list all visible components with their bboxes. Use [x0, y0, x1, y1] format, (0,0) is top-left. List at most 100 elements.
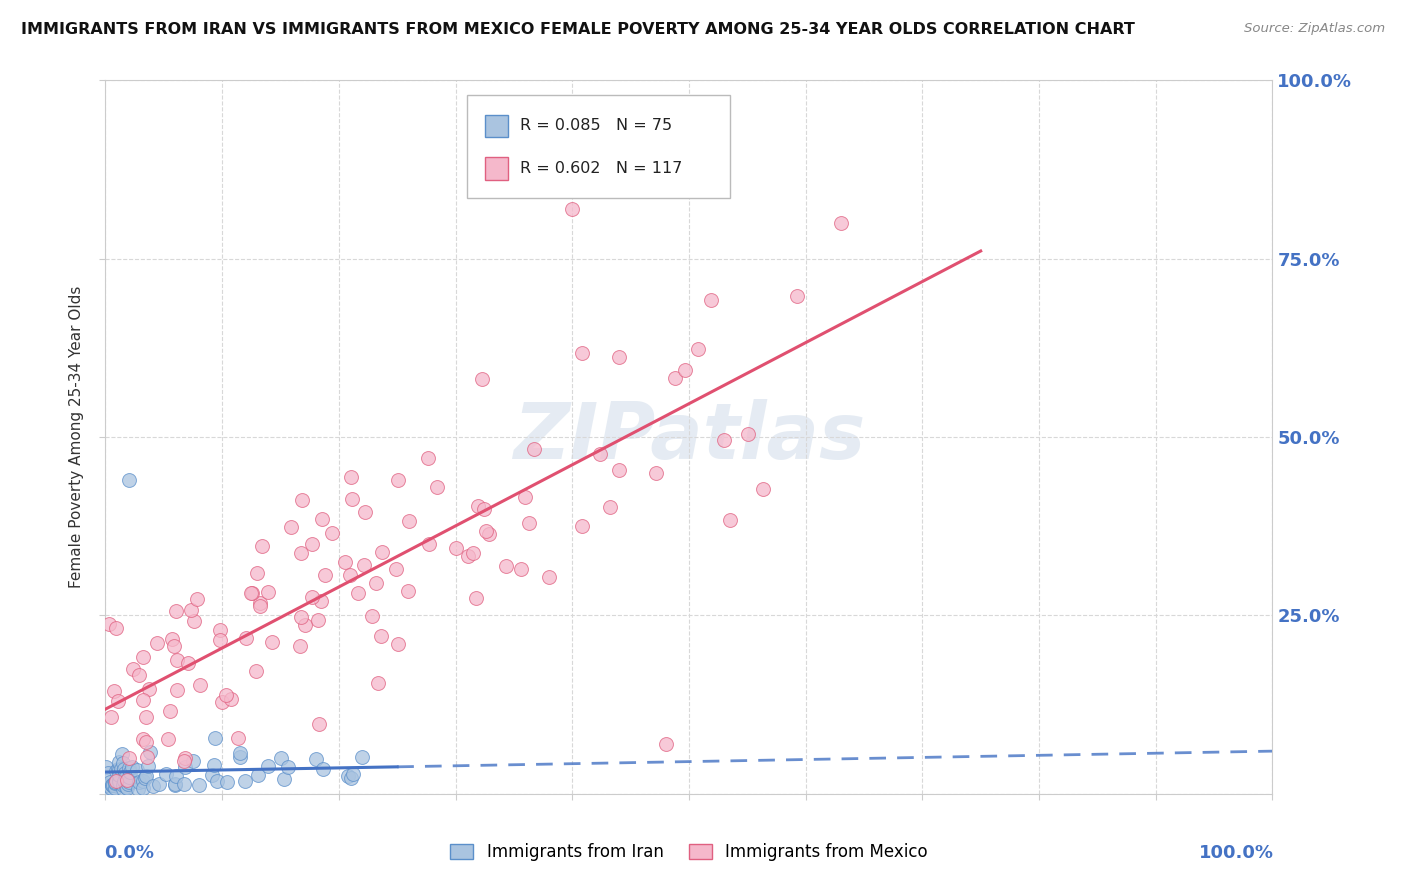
- Point: [174, 751, 197, 765]
- Point: [112, 762, 135, 776]
- Point: [830, 215, 852, 229]
- Point: [208, 633, 231, 648]
- Point: [132, 649, 155, 664]
- Point: [249, 599, 271, 613]
- Point: [308, 717, 330, 731]
- Point: [180, 603, 202, 617]
- Point: [211, 695, 233, 709]
- Point: [367, 676, 389, 690]
- Point: [467, 499, 489, 513]
- Point: [114, 768, 136, 782]
- Point: [675, 363, 697, 377]
- Point: [333, 556, 356, 570]
- Point: [114, 766, 136, 780]
- Point: [250, 540, 273, 554]
- Text: R = 0.085   N = 75: R = 0.085 N = 75: [520, 118, 672, 133]
- Point: [464, 591, 486, 605]
- Point: [115, 781, 138, 796]
- Text: R = 0.602   N = 117: R = 0.602 N = 117: [520, 161, 682, 176]
- FancyBboxPatch shape: [485, 157, 508, 180]
- Point: [366, 576, 388, 591]
- Point: [314, 568, 336, 582]
- Point: [398, 514, 420, 528]
- Point: [112, 774, 135, 789]
- Point: [337, 769, 360, 783]
- Point: [188, 678, 211, 692]
- Point: [187, 778, 209, 792]
- Point: [138, 682, 160, 697]
- Point: [118, 775, 141, 789]
- Point: [654, 737, 676, 751]
- Point: [471, 372, 494, 386]
- Point: [307, 614, 329, 628]
- Point: [108, 764, 131, 778]
- Point: [495, 558, 517, 573]
- Point: [205, 773, 228, 788]
- Point: [347, 586, 370, 600]
- Point: [718, 513, 741, 527]
- Point: [257, 584, 280, 599]
- Point: [209, 623, 232, 637]
- Point: [111, 781, 134, 796]
- Point: [132, 731, 155, 746]
- Point: [340, 470, 363, 484]
- Point: [105, 764, 128, 778]
- Point: [517, 516, 540, 530]
- Point: [589, 447, 612, 461]
- Point: [97, 616, 120, 631]
- Point: [240, 586, 263, 600]
- Point: [117, 776, 139, 790]
- Point: [418, 451, 440, 466]
- Point: [132, 692, 155, 706]
- Point: [396, 584, 419, 599]
- Point: [111, 747, 134, 761]
- Point: [160, 632, 183, 646]
- Point: [101, 778, 124, 792]
- Point: [311, 512, 333, 526]
- Point: [339, 568, 361, 582]
- Point: [186, 591, 208, 606]
- Point: [131, 773, 153, 788]
- Point: [145, 636, 167, 650]
- Point: [163, 778, 186, 792]
- Point: [181, 754, 204, 768]
- Point: [229, 746, 252, 760]
- Point: [474, 502, 496, 516]
- Point: [294, 618, 316, 632]
- Point: [120, 765, 142, 780]
- Point: [228, 731, 250, 746]
- Point: [321, 526, 343, 541]
- Point: [607, 463, 630, 477]
- Point: [444, 541, 467, 555]
- Point: [118, 473, 141, 487]
- Point: [475, 524, 498, 539]
- Y-axis label: Female Poverty Among 25-34 Year Olds: Female Poverty Among 25-34 Year Olds: [69, 286, 84, 588]
- Point: [301, 537, 323, 551]
- Point: [136, 750, 159, 764]
- FancyBboxPatch shape: [485, 114, 508, 137]
- Point: [118, 771, 141, 785]
- Point: [104, 775, 127, 789]
- Point: [737, 426, 759, 441]
- Point: [228, 749, 250, 764]
- Point: [173, 777, 195, 791]
- Point: [301, 590, 323, 604]
- Point: [342, 492, 364, 507]
- Point: [166, 683, 188, 698]
- Point: [537, 570, 560, 584]
- Point: [118, 751, 141, 765]
- Point: [304, 752, 326, 766]
- Point: [620, 159, 643, 173]
- Point: [136, 758, 159, 772]
- Point: [128, 668, 150, 682]
- Point: [166, 653, 188, 667]
- Point: [132, 780, 155, 795]
- Text: 100.0%: 100.0%: [1198, 844, 1274, 862]
- Point: [214, 688, 236, 702]
- Point: [353, 558, 375, 573]
- Point: [312, 763, 335, 777]
- Point: [509, 562, 531, 576]
- Point: [96, 779, 118, 793]
- Point: [148, 777, 170, 791]
- Point: [125, 764, 148, 778]
